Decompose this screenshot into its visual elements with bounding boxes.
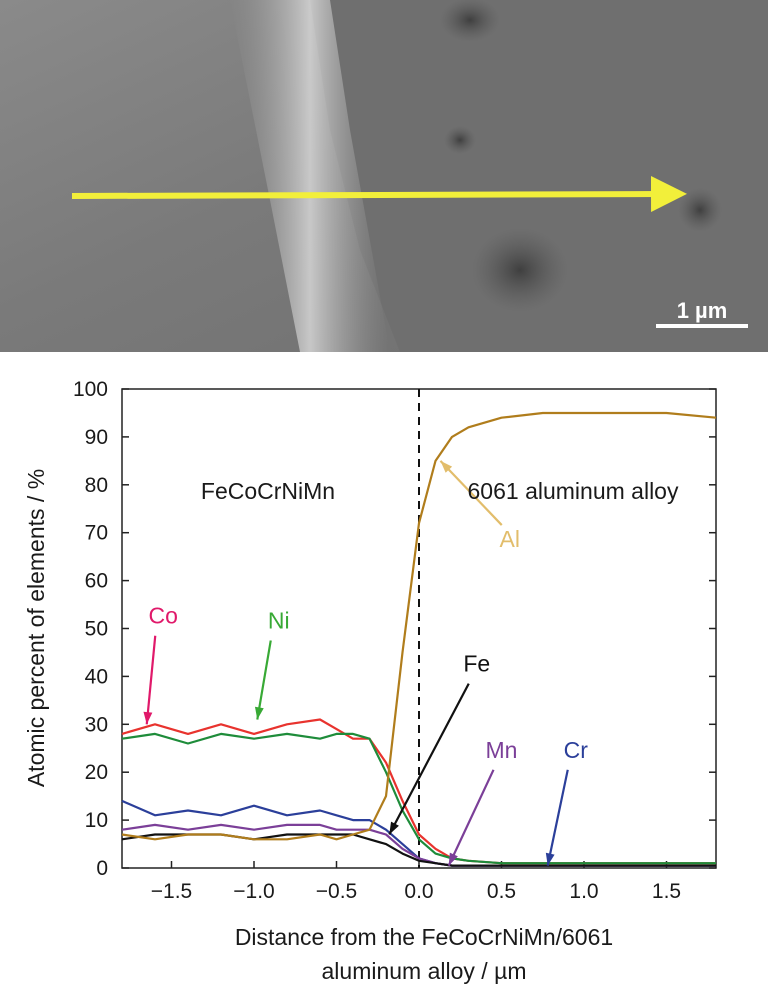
annotation-arrowhead-al [440, 460, 453, 473]
x-tick-label: 0.5 [487, 880, 516, 903]
y-tick-label: 100 [73, 378, 108, 401]
scale-bar-label: 1 µm [677, 298, 728, 323]
y-tick-label: 40 [85, 665, 108, 688]
annotation-arrow-cr [546, 769, 569, 866]
sem-interface-band [230, 0, 390, 352]
annotation-arrow-co [145, 635, 157, 725]
chart-axes: 0 10 20 30 40 50 60 70 80 90 100 −1.5 −1.0 −0.5 0.0 0.5… [73, 378, 717, 903]
x-tick-label: 1.5 [652, 880, 681, 903]
element-label-cr: Cr [564, 737, 589, 763]
element-label-ni: Ni [268, 608, 290, 634]
sem-micrograph: 1 µm [0, 0, 768, 352]
x-axis-label-line1: Distance from the FeCoCrNiMn/6061 [235, 924, 613, 950]
annotation-arrowhead-mn [448, 852, 458, 866]
x-tick-label: 1.0 [569, 880, 598, 903]
chart-annotations: Co Ni Fe Mn Cr Al [143, 460, 589, 867]
annotation-arrow-ni [256, 640, 272, 720]
y-tick-label: 50 [85, 618, 108, 641]
y-tick-label: 90 [85, 426, 108, 449]
series-line-ni [121, 732, 716, 865]
y-axis-label: Atomic percent of elements / % [23, 469, 49, 787]
scan-line-arrow [71, 176, 687, 213]
sem-pit [440, 0, 500, 42]
element-label-mn: Mn [486, 737, 518, 763]
sem-pit [678, 188, 722, 232]
annotation-arrow-al [439, 460, 503, 526]
series-line-al [121, 411, 717, 841]
y-tick-label: 70 [85, 522, 108, 545]
element-label-fe: Fe [463, 651, 490, 677]
y-tick-label: 10 [85, 809, 108, 832]
x-tick-label: 0.0 [404, 880, 433, 903]
annotation-arrowhead-cr [545, 852, 555, 866]
x-tick-label: −1.0 [233, 880, 274, 903]
y-tick-label: 30 [85, 713, 108, 736]
line-chart: 0 10 20 30 40 50 60 70 80 90 100 −1.5 −1.0 −0.5 0.0 0.5… [23, 378, 717, 984]
sem-alloy-region [310, 0, 768, 352]
y-tick-label: 60 [85, 570, 108, 593]
region-label-left: FeCoCrNiMn [201, 478, 335, 504]
element-label-al: Al [500, 526, 520, 552]
annotation-arrowhead-co [143, 711, 153, 725]
sem-pit [472, 228, 568, 312]
annotation-arrowhead-fe [389, 821, 399, 835]
x-tick-label: −1.5 [151, 880, 192, 903]
y-tick-label: 80 [85, 474, 108, 497]
sem-pit [444, 126, 476, 154]
x-tick-label: −0.5 [316, 880, 357, 903]
series-line-mn [121, 823, 716, 867]
annotation-arrowhead-ni [254, 706, 264, 720]
chart-series [121, 411, 717, 867]
annotation-arrow-mn [447, 769, 495, 867]
y-tick-label: 0 [96, 857, 108, 880]
element-label-co: Co [149, 603, 178, 629]
y-tick-label: 20 [85, 761, 108, 784]
region-label-right: 6061 aluminum alloy [468, 478, 679, 504]
x-axis-label-line2: aluminum alloy / µm [322, 958, 527, 984]
annotation-arrow-fe [388, 683, 470, 835]
